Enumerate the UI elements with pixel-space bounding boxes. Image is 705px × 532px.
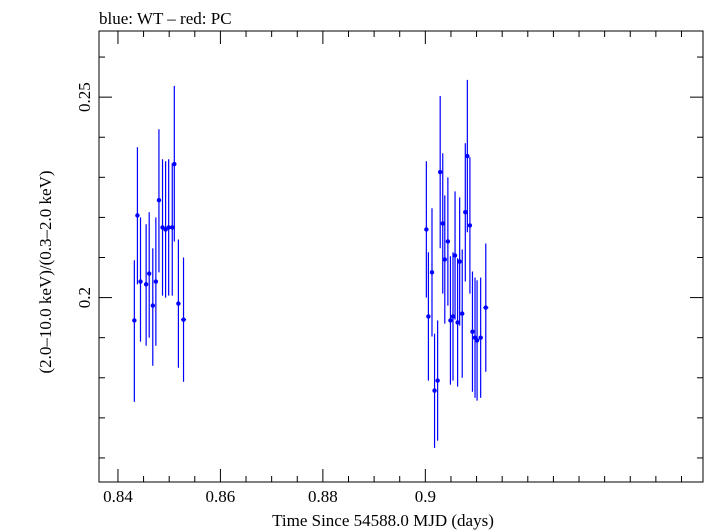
data-point <box>424 227 429 232</box>
data-point <box>138 279 143 284</box>
data-point <box>176 301 181 306</box>
data-points <box>132 79 489 448</box>
data-point <box>150 303 155 308</box>
axis-tick-labels: 0.84 0.86 0.88 0.9 0.2 0.25 <box>75 82 436 506</box>
data-point <box>457 259 462 264</box>
x-tick-label: 0.86 <box>206 487 236 506</box>
data-point <box>432 388 437 393</box>
data-point <box>467 223 473 228</box>
data-point <box>156 197 162 203</box>
data-point <box>135 213 140 218</box>
data-point <box>483 305 488 310</box>
x-tick-label: 0.84 <box>103 487 133 506</box>
chart-title: blue: WT – red: PC <box>99 9 232 28</box>
data-point <box>450 314 456 319</box>
data-point <box>460 311 465 316</box>
data-point <box>172 161 177 167</box>
data-point <box>143 282 149 287</box>
data-point <box>426 314 431 319</box>
x-tick-label: 0.88 <box>308 487 338 506</box>
data-point <box>442 257 448 262</box>
data-point <box>440 221 445 226</box>
data-point <box>452 253 458 258</box>
x-axis-label: Time Since 54588.0 MJD (days) <box>272 511 494 530</box>
data-point <box>448 318 453 323</box>
data-point <box>478 335 483 340</box>
y-tick-label: 0.25 <box>75 82 94 112</box>
y-axis-label: (2.0–10.0 keV)/(0.3–2.0 keV) <box>36 170 55 373</box>
y-tick-label: 0.2 <box>75 287 94 308</box>
data-point <box>181 317 186 322</box>
data-point <box>166 225 171 230</box>
data-point <box>429 270 435 275</box>
data-point <box>470 329 475 334</box>
data-point <box>455 320 460 325</box>
axis-ticks <box>99 31 703 482</box>
data-point <box>170 225 175 230</box>
x-tick-label: 0.9 <box>415 487 436 506</box>
data-point <box>132 318 137 323</box>
plot-frame <box>98 30 704 483</box>
data-point <box>147 271 152 276</box>
data-point <box>463 210 468 215</box>
data-point <box>474 338 480 343</box>
data-point <box>437 169 443 175</box>
data-point <box>465 153 470 159</box>
data-point <box>153 279 159 284</box>
data-point <box>435 378 440 383</box>
data-point <box>445 239 451 244</box>
